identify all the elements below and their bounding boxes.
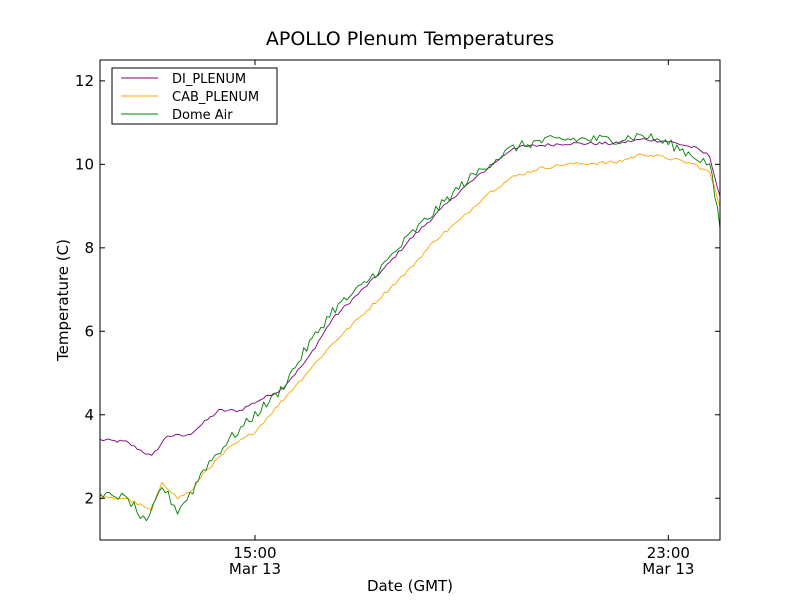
x-tick-label-time: 15:00	[233, 544, 276, 562]
y-tick-label: 4	[84, 406, 94, 424]
x-tick-label-date: Mar 13	[229, 560, 281, 578]
legend: DI_PLENUM CAB_PLENUM Dome Air	[111, 67, 278, 125]
legend-label-cab-plenum: CAB_PLENUM	[172, 90, 259, 105]
series-group	[100, 133, 720, 522]
y-axis-title: Temperature (C)	[54, 239, 72, 362]
legend-label-di-plenum: DI_PLENUM	[172, 72, 246, 87]
chart-title: APOLLO Plenum Temperatures	[266, 28, 554, 50]
x-tick-label-date: Mar 13	[642, 560, 694, 578]
legend-label-dome-air: Dome Air	[172, 108, 233, 123]
plot-frame	[99, 59, 721, 541]
y-tick-label: 10	[75, 155, 94, 173]
y-axis-ticks: 2 4 6 8 10 12	[75, 72, 720, 507]
x-tick-label-time: 23:00	[647, 544, 690, 562]
y-tick-label: 8	[84, 239, 94, 257]
series-line-cab-plenum	[100, 153, 720, 512]
y-tick-label: 6	[84, 322, 94, 340]
x-axis-title: Date (GMT)	[367, 577, 453, 595]
y-tick-label: 12	[75, 72, 94, 90]
series-line-dome-air	[100, 133, 720, 522]
y-tick-label: 2	[84, 489, 94, 507]
series-line-di-plenum	[100, 138, 720, 456]
